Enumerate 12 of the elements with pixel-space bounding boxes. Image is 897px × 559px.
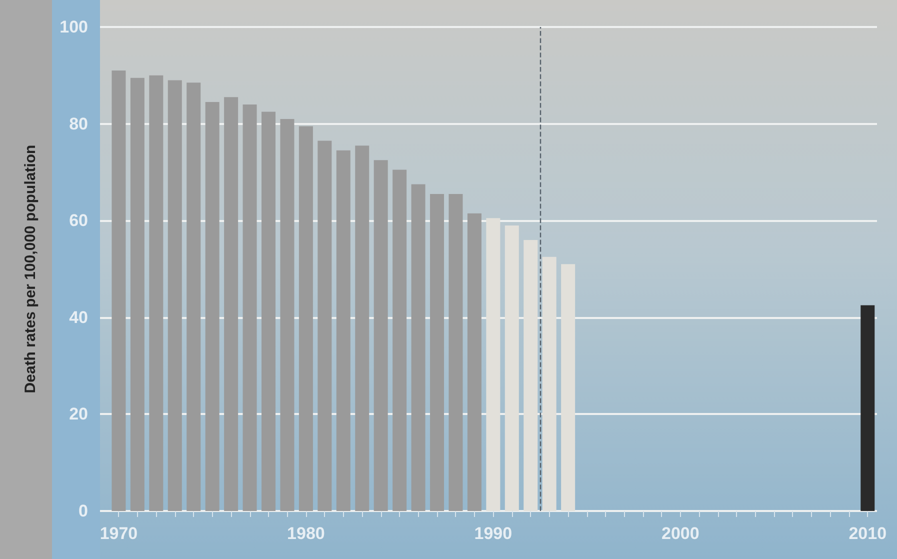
y-tick-label: 60 <box>69 211 88 230</box>
x-tick-label: 1990 <box>474 524 512 543</box>
x-tick-label: 2000 <box>661 524 700 543</box>
y-axis-title: Death rates per 100,000 population <box>22 144 39 394</box>
x-tick-label: 2010 <box>848 524 887 543</box>
y-tick-label: 20 <box>69 404 88 424</box>
y-tick-label: 80 <box>69 114 88 134</box>
y-tick-label: 40 <box>69 308 88 327</box>
x-tick-label: 1980 <box>287 524 325 543</box>
x-tick-label: 1970 <box>100 524 138 543</box>
y-tick-label: 0 <box>78 502 88 520</box>
y-tick-label: 100 <box>60 18 88 36</box>
